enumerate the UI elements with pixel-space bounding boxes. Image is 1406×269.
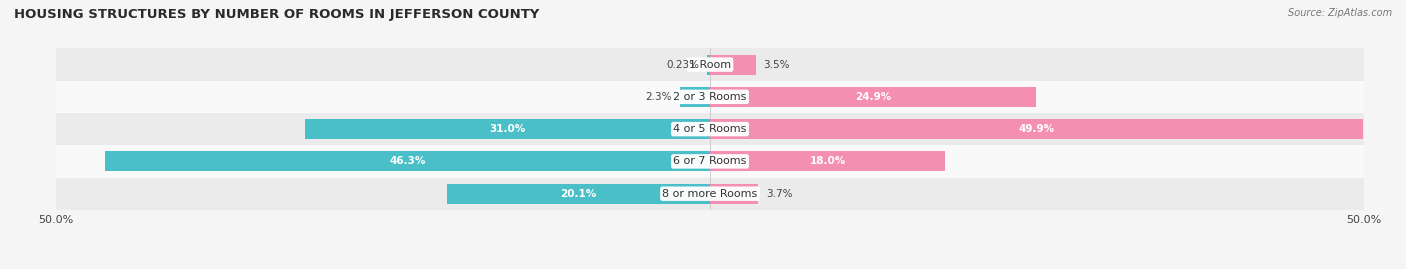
Text: 31.0%: 31.0% bbox=[489, 124, 526, 134]
Bar bbox=[104, 151, 710, 171]
Text: 3.7%: 3.7% bbox=[766, 189, 793, 199]
Text: HOUSING STRUCTURES BY NUMBER OF ROOMS IN JEFFERSON COUNTY: HOUSING STRUCTURES BY NUMBER OF ROOMS IN… bbox=[14, 8, 540, 21]
Bar bbox=[56, 113, 1364, 145]
Bar bbox=[710, 151, 945, 171]
Bar bbox=[710, 55, 756, 75]
Text: 0.23%: 0.23% bbox=[666, 59, 699, 70]
Bar bbox=[56, 48, 1364, 81]
Text: 6 or 7 Rooms: 6 or 7 Rooms bbox=[673, 156, 747, 167]
Text: Source: ZipAtlas.com: Source: ZipAtlas.com bbox=[1288, 8, 1392, 18]
Bar bbox=[710, 87, 1036, 107]
Text: 2 or 3 Rooms: 2 or 3 Rooms bbox=[673, 92, 747, 102]
Bar bbox=[681, 87, 710, 107]
Bar bbox=[447, 184, 710, 204]
Text: 18.0%: 18.0% bbox=[810, 156, 846, 167]
Bar bbox=[707, 55, 710, 75]
Text: 49.9%: 49.9% bbox=[1018, 124, 1054, 134]
Bar bbox=[710, 119, 1362, 139]
Text: 20.1%: 20.1% bbox=[561, 189, 596, 199]
Text: 46.3%: 46.3% bbox=[389, 156, 426, 167]
Text: 3.5%: 3.5% bbox=[763, 59, 790, 70]
Text: 1 Room: 1 Room bbox=[689, 59, 731, 70]
Text: 2.3%: 2.3% bbox=[645, 92, 672, 102]
Bar bbox=[56, 145, 1364, 178]
Text: 4 or 5 Rooms: 4 or 5 Rooms bbox=[673, 124, 747, 134]
Bar bbox=[305, 119, 710, 139]
Bar bbox=[56, 81, 1364, 113]
Text: 24.9%: 24.9% bbox=[855, 92, 891, 102]
Bar bbox=[56, 178, 1364, 210]
Bar bbox=[710, 184, 758, 204]
Text: 8 or more Rooms: 8 or more Rooms bbox=[662, 189, 758, 199]
